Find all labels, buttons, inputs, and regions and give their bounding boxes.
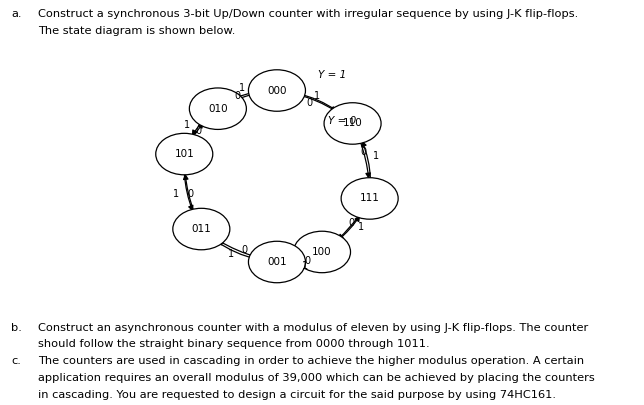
Text: in cascading. You are requested to design a circuit for the said purpose by usin: in cascading. You are requested to desig… <box>39 390 556 400</box>
Text: The counters are used in cascading in order to achieve the higher modulus operat: The counters are used in cascading in or… <box>39 356 585 366</box>
Text: 1: 1 <box>239 83 245 94</box>
Text: 011: 011 <box>191 224 211 234</box>
Text: 010: 010 <box>208 104 228 114</box>
Text: 111: 111 <box>360 194 379 203</box>
Text: 1: 1 <box>358 222 365 232</box>
Circle shape <box>249 70 305 111</box>
Text: 0: 0 <box>348 218 354 228</box>
Text: 000: 000 <box>267 85 287 96</box>
Text: 1: 1 <box>228 249 234 259</box>
Text: a.: a. <box>11 9 21 19</box>
Text: 1: 1 <box>302 261 308 271</box>
Text: 110: 110 <box>343 119 363 128</box>
Text: application requires an overall modulus of 39,000 which can be achieved by placi: application requires an overall modulus … <box>39 373 595 383</box>
Text: Construct an asynchronous counter with a modulus of eleven by using J-K flip-flo: Construct an asynchronous counter with a… <box>39 323 589 333</box>
Text: 0: 0 <box>195 126 202 136</box>
Text: 100: 100 <box>312 247 332 257</box>
Circle shape <box>156 133 213 175</box>
Circle shape <box>189 88 247 130</box>
Text: 0: 0 <box>305 256 311 266</box>
Text: 0: 0 <box>361 147 367 157</box>
Text: 1: 1 <box>184 120 191 130</box>
Circle shape <box>173 208 230 250</box>
Text: 1: 1 <box>374 151 379 161</box>
Text: The state diagram is shown below.: The state diagram is shown below. <box>39 26 236 36</box>
Text: 101: 101 <box>175 149 194 159</box>
Circle shape <box>294 231 350 273</box>
Circle shape <box>249 241 305 283</box>
Circle shape <box>324 103 381 144</box>
Text: 0: 0 <box>306 98 312 108</box>
Text: 0: 0 <box>187 189 193 198</box>
Circle shape <box>341 178 398 219</box>
Text: c.: c. <box>11 356 21 366</box>
Text: Y = 1: Y = 1 <box>318 70 346 80</box>
Text: 1: 1 <box>173 189 180 198</box>
Text: 001: 001 <box>267 257 287 267</box>
Text: b.: b. <box>11 323 22 333</box>
Text: 0: 0 <box>242 245 248 254</box>
Text: 0: 0 <box>234 91 241 100</box>
Text: 1: 1 <box>314 91 321 101</box>
Text: Y = 0: Y = 0 <box>328 116 357 126</box>
Text: should follow the straight binary sequence from 0000 through 1011.: should follow the straight binary sequen… <box>39 339 430 350</box>
Text: Construct a synchronous 3-bit Up/Down counter with irregular sequence by using J: Construct a synchronous 3-bit Up/Down co… <box>39 9 579 19</box>
